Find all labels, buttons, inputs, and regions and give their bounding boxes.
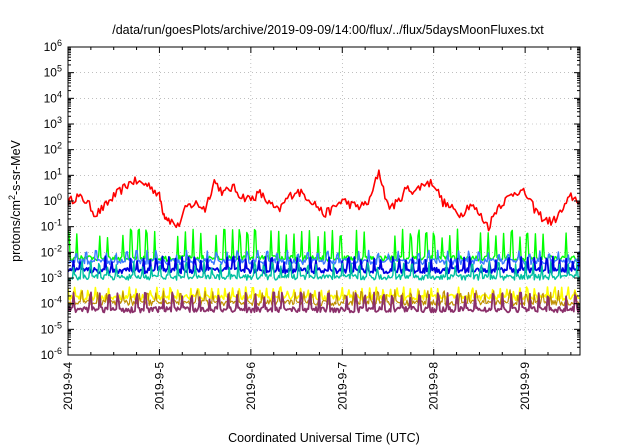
y-tick-label-base: 10 — [41, 297, 55, 311]
y-tick-label-exp: -2 — [54, 243, 62, 253]
series-line-3 — [68, 249, 580, 266]
y-tick-label: 104 — [44, 89, 62, 105]
y-axis: 10-610-510-410-310-210-11001011021031041… — [41, 38, 580, 362]
y-tick-label-exp: 2 — [57, 141, 62, 151]
y-tick-label-base: 10 — [44, 143, 58, 157]
series-line-8 — [68, 291, 580, 314]
y-tick-label: 10-6 — [41, 346, 62, 362]
y-tick-label-base: 10 — [44, 40, 58, 54]
series-line-5 — [68, 260, 580, 281]
y-tick-label: 10-4 — [41, 295, 62, 311]
y-tick-label: 10-1 — [41, 218, 62, 234]
y-tick-label: 10-5 — [41, 320, 62, 336]
y-tick-label-base: 10 — [44, 194, 58, 208]
y-tick-label: 10-2 — [41, 243, 62, 259]
x-tick-label: 2019-9-5 — [152, 362, 166, 410]
y-tick-label: 101 — [44, 166, 62, 182]
y-tick-label-exp: 1 — [57, 166, 62, 176]
y-tick-label: 100 — [44, 192, 62, 208]
x-tick-label: 2019-9-7 — [335, 362, 349, 410]
y-tick-label-base: 10 — [41, 322, 55, 336]
y-tick-label: 103 — [44, 115, 62, 131]
chart-title: /data/run/goesPlots/archive/2019-09-09/1… — [112, 23, 544, 37]
y-tick-label: 102 — [44, 141, 62, 157]
x-tick-label: 2019-9-4 — [61, 362, 75, 410]
series-group — [68, 169, 580, 314]
y-tick-label-base: 10 — [41, 245, 55, 259]
y-tick-label-base: 10 — [44, 91, 58, 105]
y-tick-label-exp: 4 — [57, 89, 62, 99]
y-axis-label-base: protons/cm — [9, 200, 23, 262]
y-tick-label-base: 10 — [41, 220, 55, 234]
y-tick-label-exp: -5 — [54, 320, 62, 330]
y-tick-label-base: 10 — [41, 271, 55, 285]
x-tick-label: 2019-9-8 — [427, 362, 441, 410]
y-axis-label-rest: -s-sr-MeV — [9, 139, 23, 195]
series-line-2 — [68, 228, 580, 262]
y-tick-label-exp: -3 — [54, 269, 62, 279]
x-axis-label: Coordinated Universal Time (UTC) — [228, 431, 420, 445]
y-tick-label-exp: -6 — [54, 346, 62, 356]
y-tick-label-base: 10 — [44, 168, 58, 182]
y-tick-label-exp: -4 — [54, 295, 62, 305]
y-tick-label-base: 10 — [44, 117, 58, 131]
y-tick-label: 106 — [44, 38, 62, 54]
x-axis: 2019-9-4 2019-9-5 2019-9-6 2019-9-7 2019-9-8… — [61, 47, 572, 410]
series-line-1 — [68, 169, 580, 232]
y-axis-label: protons/cm2-s-sr-MeV — [7, 139, 23, 261]
y-tick-label-exp: 5 — [57, 64, 62, 74]
y-axis-label-sup: 2 — [7, 195, 17, 200]
series-line-4 — [68, 255, 580, 275]
y-tick-label: 105 — [44, 64, 62, 80]
y-tick-label-exp: 6 — [57, 38, 62, 48]
y-tick-label-exp: 0 — [57, 192, 62, 202]
y-tick-label: 10-3 — [41, 269, 62, 285]
x-tick-label: 2019-9-9 — [518, 362, 532, 410]
y-tick-label-exp: -1 — [54, 218, 62, 228]
y-tick-label-base: 10 — [41, 348, 55, 362]
x-tick-label: 2019-9-6 — [244, 362, 258, 410]
y-tick-label-base: 10 — [44, 66, 58, 80]
y-tick-label-exp: 3 — [57, 115, 62, 125]
